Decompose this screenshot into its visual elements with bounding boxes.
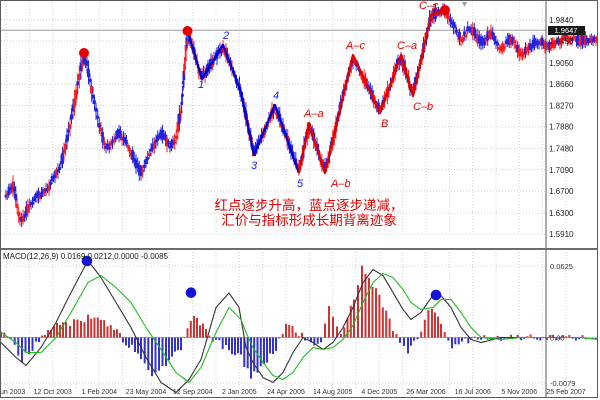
svg-text:C–a: C–a [397, 40, 417, 52]
svg-text:A–c: A–c [345, 40, 365, 52]
svg-text:22 Jun 2003: 22 Jun 2003 [1, 389, 25, 396]
svg-text:1.5910: 1.5910 [549, 230, 574, 239]
svg-text:12 Oct 2003: 12 Oct 2003 [34, 389, 72, 396]
svg-text:5: 5 [297, 178, 304, 190]
svg-text:26 Mar 2006: 26 Mar 2006 [406, 389, 445, 396]
svg-text:1.6700: 1.6700 [549, 187, 574, 196]
svg-text:C–b: C–b [413, 101, 433, 113]
svg-text:B: B [381, 118, 388, 130]
svg-text:25 Feb 2007: 25 Feb 2007 [546, 389, 585, 396]
svg-text:12 Sep 2004: 12 Sep 2004 [173, 389, 213, 396]
svg-text:5 Nov 2006: 5 Nov 2006 [501, 389, 537, 396]
svg-text:1.7880: 1.7880 [549, 123, 574, 132]
svg-text:4 Dec 2005: 4 Dec 2005 [361, 389, 397, 396]
svg-text:16 Jul 2006: 16 Jul 2006 [455, 389, 491, 396]
svg-text:1.9050: 1.9050 [549, 59, 574, 68]
svg-text:1.8660: 1.8660 [549, 80, 574, 89]
svg-text:1.9840: 1.9840 [549, 16, 574, 25]
svg-text:1.6300: 1.6300 [549, 209, 574, 218]
svg-text:24 Apr 2005: 24 Apr 2005 [267, 389, 305, 396]
svg-text:A–b: A–b [330, 178, 351, 190]
svg-text:1.8270: 1.8270 [549, 101, 574, 110]
svg-text:1.7480: 1.7480 [549, 145, 574, 154]
svg-text:4: 4 [273, 90, 279, 102]
svg-text:1.7090: 1.7090 [549, 166, 574, 175]
svg-text:MACD(12,26,9) 0.0169 0.0212,0.: MACD(12,26,9) 0.0169 0.0212,0.0000 -0.00… [3, 252, 169, 261]
svg-text:14 Aug 2005: 14 Aug 2005 [313, 389, 352, 396]
svg-text:汇价与指标形成长期背离迹象: 汇价与指标形成长期背离迹象 [221, 212, 397, 228]
svg-text:C–c: C–c [419, 1, 439, 12]
svg-text:23 May 2004: 23 May 2004 [126, 389, 167, 396]
svg-text:A–a: A–a [303, 108, 324, 120]
svg-text:0.0625: 0.0625 [550, 262, 573, 271]
svg-text:2 Jan 2005: 2 Jan 2005 [222, 389, 257, 396]
svg-text:1: 1 [198, 79, 204, 91]
svg-text:2: 2 [222, 30, 229, 42]
svg-text:3: 3 [251, 160, 258, 172]
svg-text:1.9450: 1.9450 [549, 37, 574, 46]
svg-text:-0.0079: -0.0079 [550, 379, 575, 388]
svg-text:1.9647: 1.9647 [555, 26, 578, 35]
svg-text:红点逐步升高，蓝点逐步递减，: 红点逐步升高，蓝点逐步递减， [215, 197, 404, 213]
svg-text:1 Feb 2004: 1 Feb 2004 [82, 389, 118, 396]
svg-text:0.00: 0.00 [550, 334, 565, 343]
